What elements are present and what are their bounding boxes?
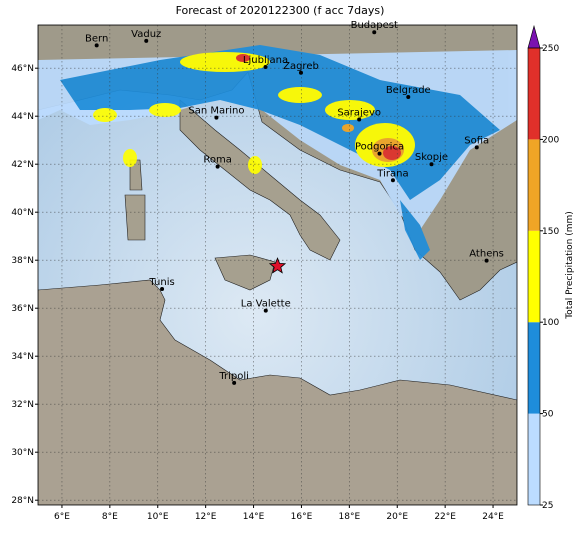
x-tick-label: 8°E [102, 512, 118, 522]
city-dot [144, 38, 149, 43]
x-tick-label: 24°E [482, 512, 504, 522]
location-marker [268, 257, 287, 274]
city-dot [215, 164, 220, 169]
colorbar-segment [528, 230, 540, 323]
city-label: Zagreb [283, 61, 319, 72]
city-dot [298, 70, 303, 75]
colorbar-segment [528, 413, 540, 505]
colorbar-tick-label: 150 [542, 227, 559, 237]
city-dot [94, 43, 99, 48]
city-dot [160, 287, 165, 291]
colorbar-label: Total Precipitation (mm) [565, 211, 575, 320]
city-label: Tirana [376, 168, 408, 179]
colorbar-extend [527, 24, 541, 49]
city-label: Skopje [415, 152, 448, 163]
city-label: Tunis [148, 277, 174, 288]
colorbar-segment [528, 322, 540, 414]
city-label: Vaduz [131, 29, 161, 40]
map-frame [37, 24, 518, 506]
city-label: Bern [85, 33, 108, 44]
x-tick-label: 18°E [339, 512, 361, 522]
city-dot [232, 380, 237, 385]
y-tick-label: 42°N [11, 160, 34, 170]
city-label: Athens [469, 249, 504, 260]
city-label: Belgrade [386, 85, 431, 96]
city-dot [377, 151, 382, 156]
city-dot [390, 178, 395, 183]
colorbar-frame [527, 47, 541, 506]
colorbar-segment [528, 139, 540, 231]
x-tick-label: 22°E [434, 512, 456, 522]
x-tick-label: 12°E [195, 512, 217, 522]
y-tick-label: 46°N [11, 64, 34, 74]
x-tick-label: 14°E [243, 512, 265, 522]
city-dot [263, 65, 268, 69]
x-tick-label: 20°E [386, 512, 408, 522]
colorbar-segment [528, 48, 540, 140]
city-dot [474, 145, 479, 150]
city-dot [357, 117, 362, 122]
city-label: Roma [203, 155, 232, 166]
city-label: Sarajevo [337, 108, 381, 119]
city-label: Tripoli [218, 371, 249, 382]
colorbar-tick-label: 50 [542, 410, 554, 420]
y-tick-label: 28°N [11, 496, 34, 506]
x-tick-label: 6°E [54, 512, 70, 522]
city-label: San Marino [188, 106, 244, 117]
city-label: La Valette [241, 299, 291, 310]
x-tick-label: 10°E [147, 512, 169, 522]
city-dot [214, 115, 219, 120]
y-tick-label: 44°N [11, 112, 34, 122]
city-label: Sofia [464, 135, 489, 146]
title: Forecast of 2020122300 (f acc 7days) [176, 4, 385, 17]
sicily [214, 254, 276, 291]
colorbar-tick-label: 200 [542, 135, 559, 145]
city-label: Podgorica [355, 142, 404, 153]
y-tick-label: 38°N [11, 256, 34, 266]
city-dot [406, 95, 411, 99]
city-dot [484, 258, 489, 263]
colorbar-tick-label: 250 [542, 44, 559, 54]
sardinia [124, 194, 146, 241]
x-tick-label: 16°E [291, 512, 313, 522]
y-tick-label: 36°N [11, 304, 34, 314]
city-dot [263, 308, 268, 313]
y-tick-label: 34°N [11, 352, 34, 362]
city-label: Budapest [351, 20, 398, 31]
city-dot [372, 30, 377, 35]
y-tick-label: 30°N [11, 448, 34, 458]
colorbar-tick-label: 25 [542, 501, 553, 511]
city-dot [429, 162, 434, 167]
y-tick-label: 40°N [11, 208, 34, 218]
colorbar-tick-label: 100 [542, 318, 559, 328]
y-tick-label: 32°N [11, 400, 34, 410]
city-label: Ljubljana [243, 55, 288, 66]
africa [38, 279, 517, 505]
